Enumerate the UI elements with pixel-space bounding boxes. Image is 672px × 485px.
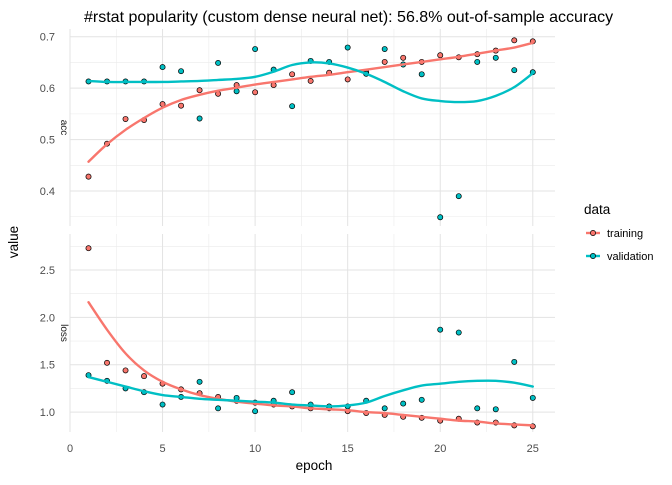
point-validation [233,88,240,95]
legend-label: training [607,228,643,240]
point-training [104,359,110,366]
point-validation [215,405,222,412]
point-training [381,58,388,65]
point-validation [215,59,222,66]
point-validation [529,394,536,401]
y-axis-label: value [6,226,21,258]
point-training [289,71,296,78]
smooth-line-validation [87,375,534,408]
point-validation [474,405,481,412]
point-validation [159,401,166,408]
point-training [141,373,147,380]
series-validation-points [85,44,536,221]
point-training [196,87,203,94]
legend: data training validation [584,202,653,265]
smooth-line-training [87,301,534,427]
y-tick-label: 1.0 [40,407,55,419]
point-training [252,89,259,96]
point-validation [437,214,444,221]
legend-title: data [584,202,611,217]
panel-loss: 1.0 1.5 2.0 2.5 loss [40,234,555,432]
y-tick-label: 0.6 [40,83,55,95]
x-tick-label: 25 [527,443,539,455]
point-training [307,78,314,84]
smooth-line-validation [87,61,534,104]
point-training [85,173,92,180]
point-training [178,102,185,109]
chart-title: #rstat popularity (custom dense neural n… [84,9,613,26]
point-validation [511,67,518,74]
point-training [400,54,407,61]
point-validation [196,378,203,385]
point-validation [437,326,444,333]
point-validation [455,329,462,336]
point-validation [344,44,351,51]
point-validation [252,408,259,415]
y-tick-label: 0.5 [40,135,55,147]
point-training [122,367,129,374]
x-tick-label: 15 [342,443,354,455]
point-validation [474,58,481,65]
x-tick-label: 5 [159,443,165,455]
legend-entry-training: training [584,224,643,242]
legend-entry-validation: validation [584,247,653,265]
strip-label-acc: acc [58,120,69,136]
x-tick-label: 20 [434,443,446,455]
point-validation [511,358,518,365]
point-validation [381,46,388,53]
legend-key-point [590,230,596,236]
panel-acc: 0.4 0.5 0.6 0.7 acc [40,29,555,226]
point-validation [400,400,407,407]
point-validation [418,396,425,403]
smooth-line-training [87,41,534,163]
y-tick-label: 0.7 [40,32,55,44]
point-validation [492,54,499,61]
point-validation [381,405,388,412]
y-tick-label: 0.4 [40,186,55,198]
legend-label: validation [607,251,653,263]
point-validation [159,64,166,71]
series-training-points [85,245,536,430]
panels: 0.4 0.5 0.6 0.7 acc 1.0 1.5 2.0 2.5 loss 0 5 10 15 20 2… [40,29,555,455]
y-tick-label: 2.0 [40,312,55,324]
point-validation [418,71,425,78]
y-tick-label: 2.5 [40,265,55,277]
point-validation [196,115,203,122]
point-training [511,37,518,44]
point-validation [289,389,296,396]
point-validation [289,103,296,110]
point-training [122,116,129,122]
x-tick-label: 10 [249,443,261,455]
legend-key-point [590,253,596,259]
point-training [437,52,444,59]
point-validation [252,46,259,53]
point-training [344,76,351,83]
series-validation-points [85,326,536,415]
strip-label-loss: loss [58,324,69,342]
x-axis-label: epoch [296,458,333,473]
point-validation [455,193,462,200]
point-validation [492,406,499,413]
point-validation [178,68,185,75]
x-tick-label: 0 [67,443,73,455]
y-tick-label: 1.5 [40,360,55,372]
point-training [85,245,92,252]
